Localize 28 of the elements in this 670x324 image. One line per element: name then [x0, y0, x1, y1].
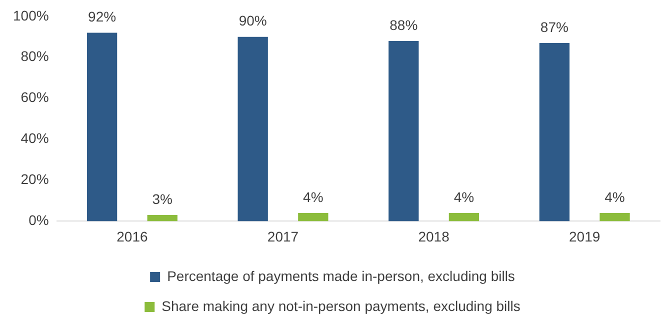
bar — [600, 213, 630, 222]
bar — [86, 32, 118, 222]
y-tick-label: 60% — [20, 89, 49, 106]
legend-label: Percentage of payments made in-person, excluding bills — [167, 268, 515, 284]
y-tick-label: 40% — [20, 130, 49, 146]
bar — [448, 213, 480, 222]
bar — [238, 36, 268, 222]
data-label: 92% — [88, 8, 116, 25]
legend-label: Share making any not-in-person payments, excluding bills — [162, 298, 520, 314]
y-tick-label: 0% — [28, 212, 49, 228]
bar — [388, 40, 419, 222]
data-label: 90% — [238, 12, 267, 29]
data-label: 88% — [390, 16, 418, 33]
x-tick-label: 2019 — [569, 228, 600, 244]
bar — [147, 215, 178, 222]
data-label: 3% — [152, 190, 172, 207]
x-tick-label: 2018 — [418, 228, 450, 244]
bar — [539, 43, 570, 222]
x-tick-label: 2016 — [116, 228, 148, 244]
data-label: 87% — [540, 18, 568, 35]
y-tick-label: 20% — [20, 171, 49, 188]
x-tick-label: 2017 — [267, 228, 299, 244]
y-tick-label: 100% — [12, 7, 49, 24]
data-label: 4% — [604, 188, 625, 205]
data-label: 4% — [454, 188, 474, 205]
bar — [298, 213, 328, 222]
data-label: 4% — [303, 188, 324, 205]
y-tick-label: 80% — [20, 48, 49, 64]
